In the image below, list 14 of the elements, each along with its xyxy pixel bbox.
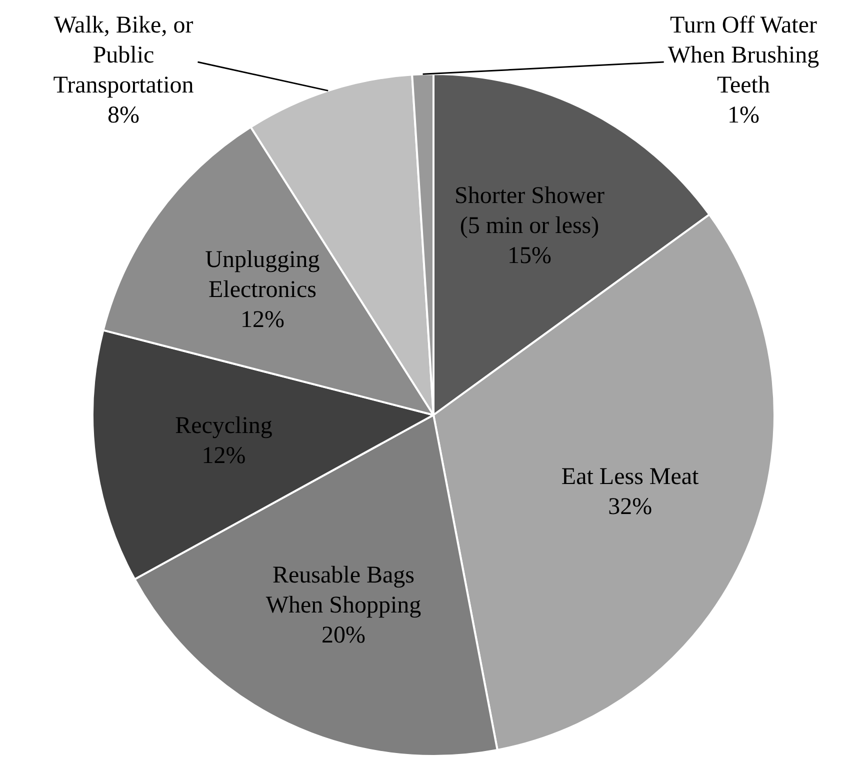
slice-label: Walk, Bike, or Public Transportation — [53, 12, 194, 98]
slice-label: Turn Off Water When Brushing Teeth — [668, 12, 820, 98]
slice-label: Recycling — [175, 412, 272, 439]
slice-label: Unplugging Electronics — [205, 247, 320, 304]
data-label: 1% — [728, 102, 760, 128]
data-label: 12% — [202, 442, 246, 469]
data-label: 20% — [321, 622, 366, 649]
data-label: 8% — [108, 102, 140, 128]
data-label: 15% — [507, 242, 552, 269]
slice-label: Eat Less Meat — [561, 464, 700, 490]
slice-label: Reusable Bags When Shopping — [266, 562, 422, 619]
data-label: 32% — [608, 494, 652, 520]
slice-label: Shorter Shower (5 min or less) — [454, 182, 604, 239]
data-label: 12% — [240, 307, 284, 334]
